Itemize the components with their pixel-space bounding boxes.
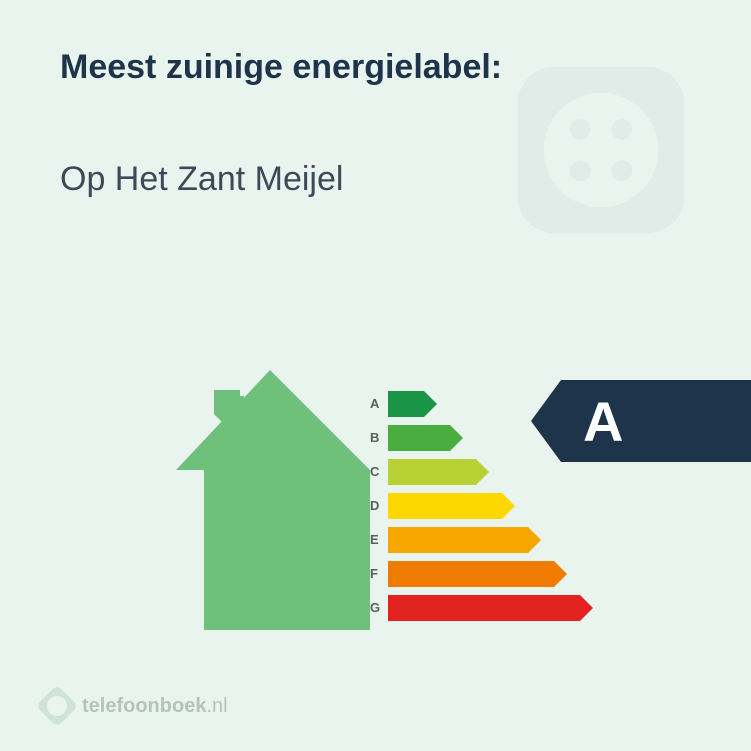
- energy-row-f: F: [370, 560, 580, 588]
- energy-label-chart: ABCDEFG: [170, 370, 590, 640]
- energy-row-c: C: [370, 458, 580, 486]
- energy-row-label: C: [370, 458, 388, 486]
- energy-row-d: D: [370, 492, 580, 520]
- brand-name: telefoonboek.nl: [82, 695, 228, 718]
- energy-row-g: G: [370, 594, 580, 622]
- energy-row-label: G: [370, 594, 388, 622]
- watermark-icon: [471, 20, 731, 280]
- selected-rating-letter: A: [583, 389, 623, 454]
- brand-logo-icon: [36, 685, 78, 727]
- energy-row-label: F: [370, 560, 388, 588]
- indicator-arrow-icon: [531, 380, 561, 462]
- energy-row-bar: [388, 561, 554, 587]
- energy-row-e: E: [370, 526, 580, 554]
- energy-row-bar: [388, 527, 528, 553]
- page-title: Meest zuinige energielabel:: [60, 48, 502, 87]
- selected-rating-indicator: A: [531, 380, 751, 462]
- energy-row-bar: [388, 391, 424, 417]
- energy-row-label: E: [370, 526, 388, 554]
- energy-row-bar: [388, 425, 450, 451]
- house-icon: [170, 370, 370, 630]
- energy-row-label: A: [370, 390, 388, 418]
- energy-row-bar: [388, 595, 580, 621]
- location-name: Op Het Zant Meijel: [60, 160, 343, 199]
- indicator-body: A: [561, 380, 751, 462]
- energy-row-label: B: [370, 424, 388, 452]
- energy-row-label: D: [370, 492, 388, 520]
- brand-footer: telefoonboek.nl: [42, 691, 228, 721]
- energy-row-bar: [388, 459, 476, 485]
- energy-row-bar: [388, 493, 502, 519]
